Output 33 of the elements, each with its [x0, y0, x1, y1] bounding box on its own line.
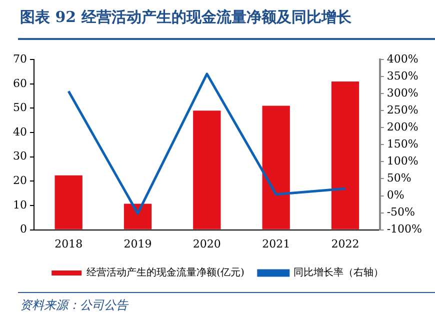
- chart-title: 图表 92 经营活动产生的现金流量净额及同比增长: [20, 8, 352, 27]
- y-tick-label: 70: [12, 52, 27, 66]
- y-tick-label: 30: [12, 150, 27, 163]
- legend-label: 经营活动产生的现金流量净额(亿元): [86, 266, 244, 279]
- bar: [54, 175, 82, 230]
- y2-tick-label: -50%: [386, 206, 416, 219]
- y-tick-label: 50: [12, 101, 27, 114]
- text: 资料来源：公司公告: [20, 297, 128, 314]
- bar: [124, 204, 152, 230]
- bar: [331, 81, 360, 230]
- x-tick-label: 2021: [262, 237, 290, 250]
- y-tick-label: 20: [12, 174, 27, 188]
- bar: [193, 110, 221, 230]
- y-tick-label: 40: [12, 125, 27, 138]
- y2-tick-label: 200%: [386, 120, 418, 134]
- bar: [262, 106, 290, 230]
- y2-tick-label: 400%: [386, 52, 418, 66]
- y2-tick-label: 0%: [386, 188, 404, 202]
- y-tick-label: 10: [12, 198, 27, 212]
- x-tick-label: 2018: [54, 237, 83, 250]
- x-tick-label: 2020: [192, 237, 221, 250]
- y-tick-label: 60: [12, 76, 27, 90]
- x-tick-label: 2022: [331, 237, 360, 250]
- y2-tick-label: 150%: [386, 138, 418, 151]
- y2-tick-label: 300%: [386, 86, 418, 100]
- y-tick-label: 0: [20, 222, 27, 236]
- legend-label: 同比增长率（右轴）: [293, 266, 384, 279]
- y2-tick-label: 250%: [386, 104, 418, 117]
- y2-tick-label: 100%: [386, 154, 418, 168]
- y2-tick-label: 350%: [386, 69, 418, 82]
- y2-tick-label: -100%: [386, 222, 422, 236]
- y2-tick-label: 50%: [386, 172, 412, 185]
- x-tick-label: 2019: [124, 237, 152, 250]
